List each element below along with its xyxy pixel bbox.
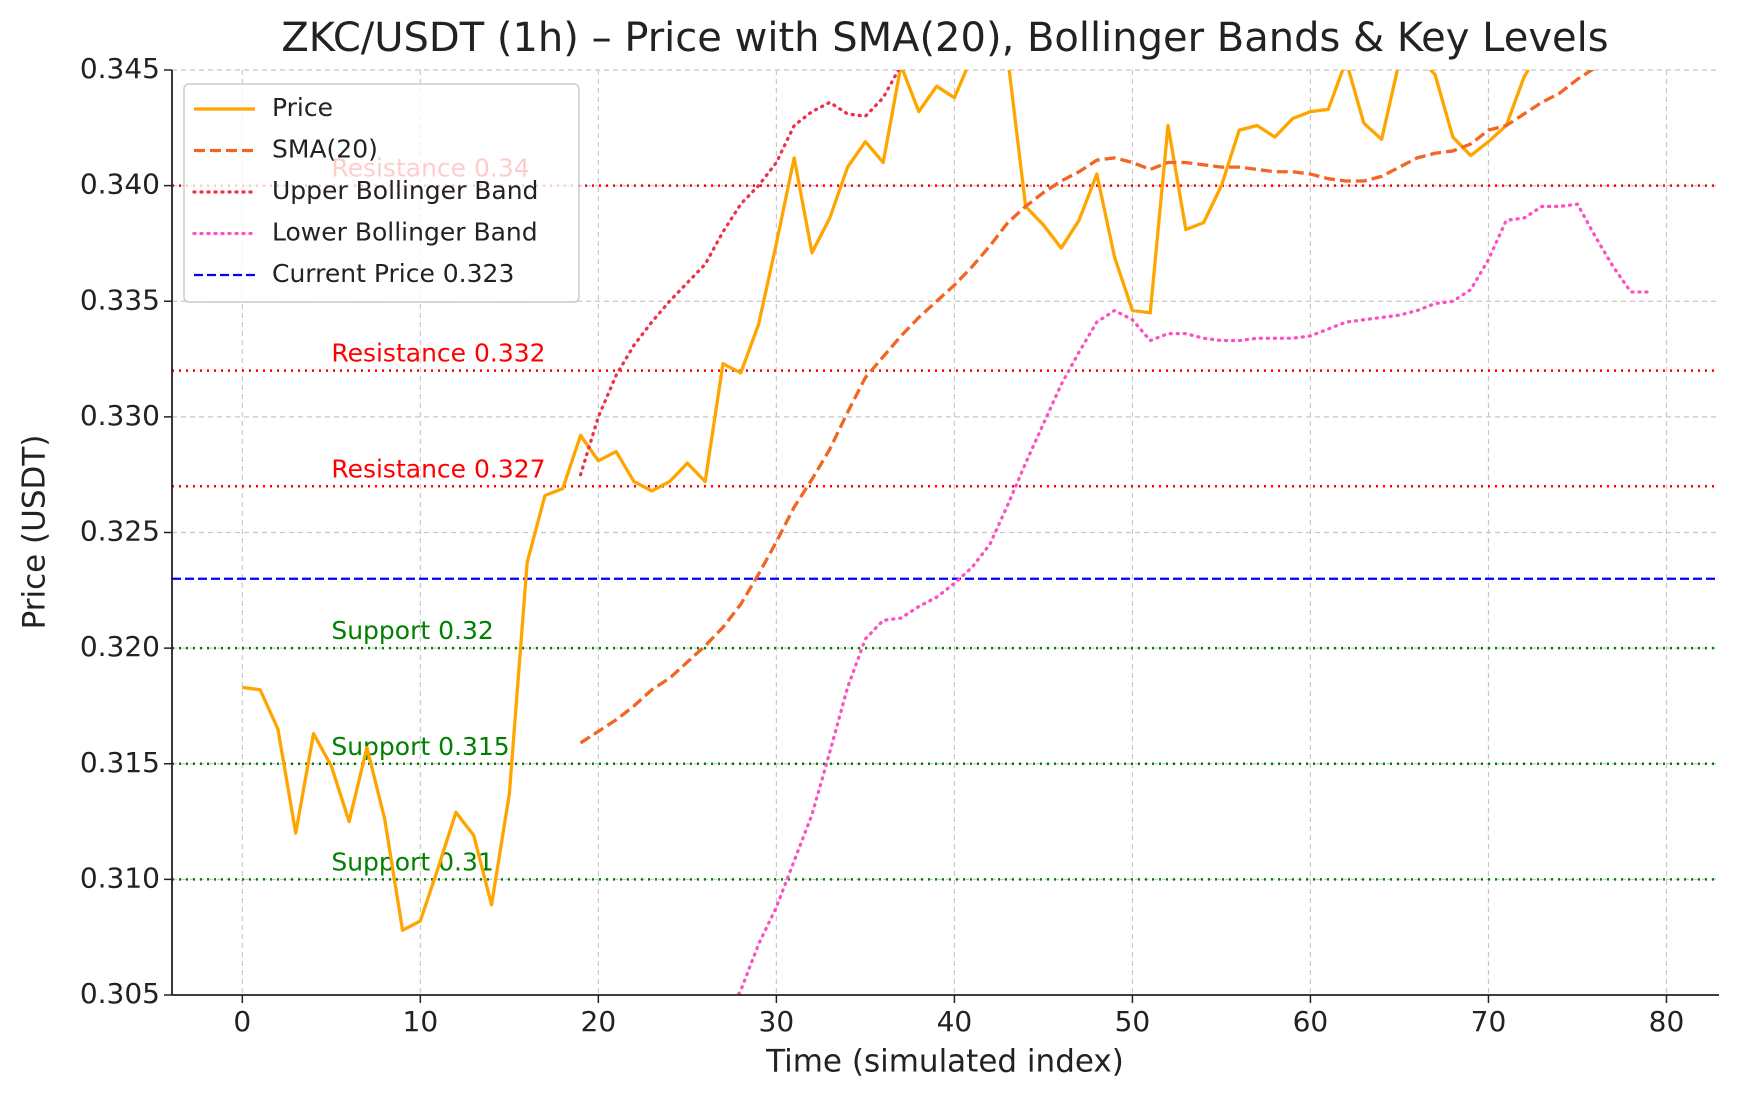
y-tick-label: 0.305 — [80, 977, 160, 1010]
x-tick-label: 10 — [403, 1005, 439, 1038]
y-tick-label: 0.345 — [80, 52, 160, 85]
x-tick-label: 0 — [233, 1005, 251, 1038]
x-tick-label: 40 — [937, 1005, 973, 1038]
y-axis-label: Price (USDT) — [17, 435, 53, 630]
chart-title: ZKC/USDT (1h) – Price with SMA(20), Boll… — [281, 15, 1608, 61]
level-label: Resistance 0.327 — [331, 454, 545, 483]
legend: Price SMA(20) Upper Bollinger Band Lower Bo… — [183, 83, 580, 303]
level-label: Support 0.31 — [331, 847, 493, 876]
y-tick-label: 0.310 — [80, 861, 160, 894]
x-tick-label: 20 — [581, 1005, 617, 1038]
legend-label: SMA(20) — [272, 135, 378, 164]
y-tick-label: 0.330 — [80, 399, 160, 432]
series-line — [736, 202, 1651, 995]
y-tick-label: 0.335 — [80, 283, 160, 316]
x-tick-label: 80 — [1649, 1005, 1685, 1038]
y-tick-label: 0.315 — [80, 746, 160, 779]
series-line — [579, 70, 1595, 745]
level-label: Support 0.32 — [331, 616, 493, 645]
level-label: Support 0.315 — [331, 732, 509, 761]
x-axis-label: Time (simulated index) — [765, 1044, 1124, 1080]
y-tick-label: 0.320 — [80, 630, 160, 663]
legend-label: Lower Bollinger Band — [272, 218, 538, 247]
x-tick-label: 50 — [1115, 1005, 1151, 1038]
y-tick-label: 0.325 — [80, 515, 160, 548]
y-tick-label: 0.340 — [80, 168, 160, 201]
legend-label: Upper Bollinger Band — [272, 176, 538, 205]
series-line — [242, 70, 1531, 932]
legend-label: Price — [272, 93, 333, 122]
x-tick-label: 30 — [759, 1005, 795, 1038]
level-label: Resistance 0.332 — [331, 339, 545, 368]
legend-box — [183, 83, 580, 303]
x-tick-label: 60 — [1293, 1005, 1329, 1038]
legend-label: Current Price 0.323 — [272, 259, 514, 288]
series-line — [578, 70, 901, 477]
x-tick-label: 70 — [1471, 1005, 1507, 1038]
